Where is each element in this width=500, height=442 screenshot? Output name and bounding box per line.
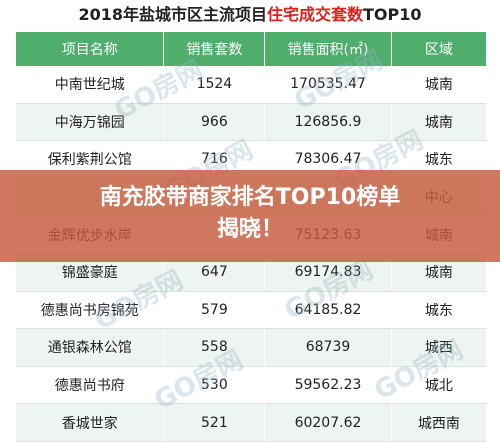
header-sales-area: 销售面积(㎡)	[264, 32, 392, 66]
table-row: 中南世纪城 1524 170535.47 城南	[16, 66, 486, 104]
header-project-name: 项目名称	[16, 32, 164, 66]
cell-sales-units: 579	[163, 291, 265, 330]
cell-district: 城南	[390, 66, 486, 104]
table-row: 德惠尚书房锦苑 579 64185.82 城东	[16, 291, 486, 330]
cell-sales-units: 521	[163, 403, 265, 442]
cell-project-name: 中海万锦园	[16, 103, 164, 142]
cell-project-name: 德惠尚书房锦苑	[16, 291, 164, 330]
cell-sales-units: 1524	[163, 66, 265, 104]
table-row: 锦盛豪庭 647 69174.83 城南	[16, 253, 486, 292]
cell-sales-area: 68739	[264, 328, 392, 367]
cell-district: 城东	[390, 291, 486, 330]
cell-project-name: 香城世家	[16, 403, 164, 442]
title-highlight: 住宅成交套数	[267, 5, 364, 24]
table-row: 香城世家 521 60207.62 城西南	[16, 403, 486, 442]
cell-district: 城西南	[390, 403, 486, 442]
table-header-row: 项目名称 销售套数 销售面积(㎡) 区域	[16, 32, 486, 66]
header-district: 区域	[390, 32, 486, 66]
cell-sales-units: 558	[163, 328, 265, 367]
title-prefix: 2018年盐城市区主流项目	[78, 5, 267, 24]
cell-sales-units: 530	[163, 366, 265, 405]
cell-sales-area: 59562.23	[264, 366, 392, 405]
cell-project-name: 中南世纪城	[16, 66, 164, 104]
headline-line-2: 揭晓！	[216, 217, 283, 242]
cell-district: 城西	[390, 328, 486, 367]
table-row: 德惠尚书府 530 59562.23 城北	[16, 366, 486, 405]
cell-sales-units: 966	[163, 103, 265, 142]
cell-sales-area: 170535.47	[264, 66, 392, 104]
page-title: 2018年盐城市区主流项目住宅成交套数TOP10	[0, 0, 500, 30]
headline-text: 南充胶带商家排名TOP10榜单 揭晓！	[0, 182, 500, 246]
table-row: 中海万锦园 966 126856.9 城南	[16, 103, 486, 142]
cell-district: 城南	[390, 103, 486, 142]
cell-sales-area: 64185.82	[264, 291, 392, 330]
headline-banner	[0, 170, 500, 262]
header-sales-units: 销售套数	[163, 32, 265, 66]
cell-district: 城北	[390, 366, 486, 405]
cell-project-name: 通银森林公馆	[16, 328, 164, 367]
cell-sales-area: 126856.9	[264, 103, 392, 142]
headline-line-1: 南充胶带商家排名TOP10榜单	[99, 185, 401, 210]
cell-sales-area: 60207.62	[264, 403, 392, 442]
cell-project-name: 德惠尚书府	[16, 366, 164, 405]
title-suffix: TOP10	[363, 5, 422, 24]
table-row: 通银森林公馆 558 68739 城西	[16, 328, 486, 367]
